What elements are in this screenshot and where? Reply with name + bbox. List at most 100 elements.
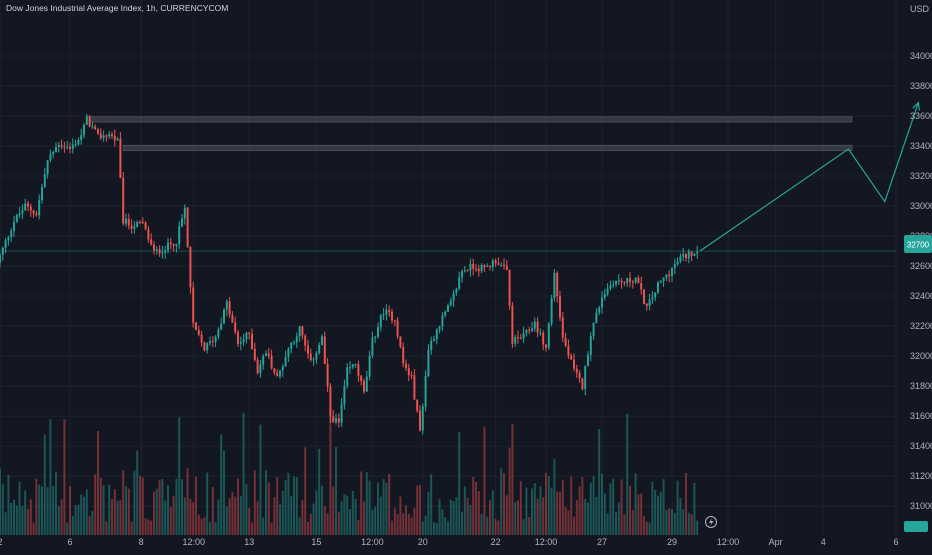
candle-body [231, 314, 234, 323]
candle-body [217, 329, 220, 337]
candle-body [458, 277, 461, 289]
y-tick-label: 31400 [910, 441, 932, 451]
candle-body [489, 265, 491, 267]
candle-body [242, 339, 245, 343]
candle-body [318, 344, 321, 353]
volume-bar [77, 504, 80, 535]
candle-body [592, 322, 595, 337]
candle-body [125, 218, 127, 224]
volume-bar [542, 497, 545, 535]
candle-body [41, 186, 43, 201]
volume-bar [690, 514, 693, 535]
candle-body [435, 329, 438, 340]
candle-body [307, 345, 309, 354]
volume-bar [525, 487, 528, 535]
volume-bar [15, 505, 18, 535]
resistance-zone[interactable] [89, 116, 853, 123]
candle-body [181, 218, 183, 227]
candle-body [267, 353, 270, 357]
candle-body [245, 332, 248, 340]
volume-bar [410, 517, 413, 535]
volume-bar [49, 419, 52, 535]
volume-bar [66, 522, 69, 535]
candle-body [533, 321, 536, 329]
candle-body [38, 200, 41, 216]
volume-bar [7, 475, 10, 535]
candle-body [626, 278, 629, 284]
volume-bar [127, 488, 130, 535]
candle-body [141, 222, 144, 224]
projection-arrowhead [912, 101, 920, 111]
volume-bar [217, 499, 220, 535]
volume-bar [365, 472, 368, 535]
volume-bar [581, 477, 584, 535]
projection-layer[interactable] [699, 101, 920, 252]
candle-body [287, 349, 290, 357]
candle-body [192, 287, 195, 323]
volume-bar [55, 471, 57, 535]
volume-bar [248, 507, 251, 535]
candle-body [427, 349, 430, 377]
resistance-zone[interactable] [122, 144, 853, 151]
candle-body [312, 359, 315, 361]
volume-bar [80, 494, 83, 535]
volume-bar [211, 487, 214, 535]
volume-bar [83, 496, 85, 535]
candle-body [301, 326, 304, 336]
volume-bar [634, 473, 637, 535]
candle-body [379, 315, 382, 328]
candle-body [494, 260, 497, 264]
candle-body [172, 244, 175, 246]
volume-bar [332, 486, 335, 535]
volume-bar [441, 509, 444, 535]
x-tick-label: 4 [821, 537, 826, 547]
candle-body [262, 356, 265, 365]
volume-bar [363, 501, 365, 535]
candle-body [461, 271, 463, 278]
volume-bar [301, 500, 304, 535]
volume-bar [183, 497, 186, 535]
volume-bar [659, 491, 662, 535]
volume-bar [161, 479, 164, 535]
y-tick-label: 33800 [910, 81, 932, 91]
volume-bar [382, 479, 385, 535]
volume-bar [589, 482, 592, 535]
candle-body [186, 207, 189, 247]
volume-bar [477, 491, 480, 535]
volume-bar [279, 504, 281, 535]
candle-body [612, 284, 615, 286]
volume-bar [671, 509, 673, 535]
candle-body [659, 280, 662, 283]
volume-bar [354, 498, 357, 535]
projection-path[interactable] [699, 102, 919, 252]
candle-body [601, 297, 603, 308]
volume-bar [102, 484, 105, 535]
bolt-icon[interactable] [705, 516, 717, 528]
y-tick-label: 32000 [910, 351, 932, 361]
y-tick-label: 34000 [910, 51, 932, 61]
candle-body [214, 336, 217, 342]
y-tick-label: 33400 [910, 141, 932, 151]
candle-body [332, 416, 335, 423]
volume-bar [175, 478, 178, 535]
candle-body [393, 320, 396, 322]
volume-bar [517, 500, 519, 535]
x-tick-label: 12:00 [717, 537, 740, 547]
candle-body [640, 283, 643, 290]
candle-body [410, 375, 413, 377]
volume-bar [231, 492, 234, 535]
candle-body [455, 288, 458, 293]
candle-body [105, 135, 108, 137]
candle-body [270, 356, 273, 369]
x-tick-label: 6 [893, 537, 898, 547]
volume-bar [111, 499, 113, 535]
volume-bar [304, 447, 307, 535]
volume-bar [337, 511, 340, 535]
candle-body [71, 144, 74, 149]
candle-body [85, 116, 88, 126]
volume-bar [522, 519, 525, 535]
candle-body [164, 250, 167, 253]
chart-title: Dow Jones Industrial Average Index, 1h, … [6, 3, 228, 13]
